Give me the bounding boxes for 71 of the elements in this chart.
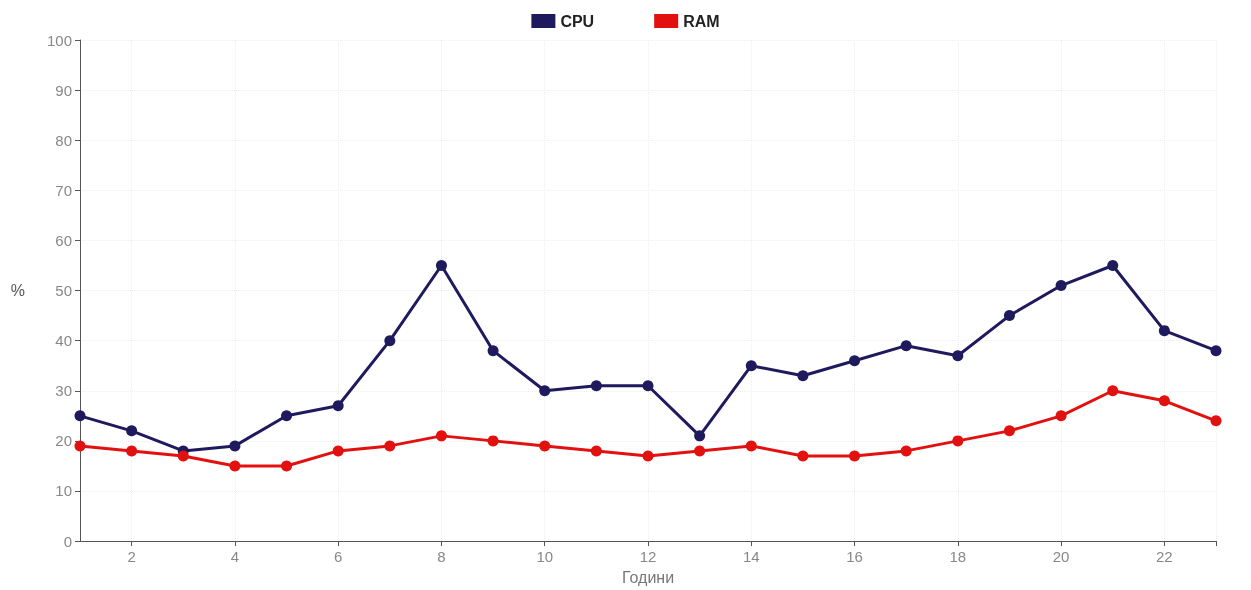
x-tick-label: 6 [334, 548, 343, 566]
x-axis-title: Години [621, 568, 675, 586]
point [952, 350, 964, 362]
point [229, 460, 241, 472]
point [1210, 345, 1222, 357]
point [384, 440, 396, 452]
point [1210, 415, 1222, 427]
point [745, 440, 757, 452]
legend-label: CPU [560, 12, 595, 30]
point [1158, 395, 1170, 407]
x-tick-label: 12 [639, 548, 657, 566]
y-tick-label: 80 [55, 131, 72, 149]
y-tick-label: 90 [55, 81, 72, 99]
x-tick-label: 16 [846, 548, 863, 566]
y-tick-label: 40 [55, 332, 72, 350]
point [1003, 425, 1015, 437]
point [952, 435, 964, 447]
point [1158, 325, 1170, 337]
y-tick-label: 10 [55, 482, 72, 500]
y-tick-label: 60 [55, 231, 72, 249]
point [694, 430, 706, 442]
point [797, 370, 809, 382]
point [229, 440, 241, 452]
x-tick-label: 22 [1156, 548, 1173, 566]
x-tick-label: 20 [1052, 548, 1070, 566]
point [281, 410, 293, 422]
legend-label: RAM [683, 12, 720, 30]
point [126, 445, 138, 457]
point [332, 445, 344, 457]
x-tick-label: 2 [127, 548, 136, 566]
point [74, 410, 86, 422]
point [126, 425, 138, 437]
point [539, 440, 551, 452]
point [1107, 385, 1119, 397]
point [435, 430, 447, 442]
point [642, 450, 654, 462]
y-axis-title: % [10, 282, 25, 300]
point [177, 450, 189, 462]
point [487, 345, 499, 357]
point [384, 335, 396, 347]
point [1055, 280, 1067, 292]
point [74, 440, 86, 452]
point [539, 385, 551, 397]
point [642, 380, 654, 392]
point [435, 260, 447, 271]
point [694, 445, 706, 457]
x-tick-label: 14 [742, 548, 760, 566]
point [487, 435, 499, 447]
point [1003, 310, 1015, 322]
point [1107, 260, 1119, 271]
y-tick-label: 20 [55, 432, 72, 450]
y-tick-label: 0 [63, 532, 72, 550]
y-tick-label: 30 [55, 382, 72, 400]
point [332, 400, 344, 412]
x-tick-label: 10 [536, 548, 554, 566]
y-tick-label: 70 [55, 181, 72, 199]
x-tick-label: 8 [437, 548, 446, 566]
point [849, 450, 861, 462]
x-tick-label: 18 [949, 548, 967, 566]
point [281, 460, 293, 472]
point [797, 450, 809, 462]
y-tick-label: 50 [55, 282, 72, 300]
y-tick-label: 100 [46, 31, 72, 49]
point [590, 380, 602, 392]
point [1055, 410, 1067, 422]
x-tick-label: 4 [230, 548, 240, 566]
point [745, 360, 757, 372]
point [849, 355, 861, 367]
point [900, 340, 912, 352]
point [590, 445, 602, 457]
point [900, 445, 912, 457]
